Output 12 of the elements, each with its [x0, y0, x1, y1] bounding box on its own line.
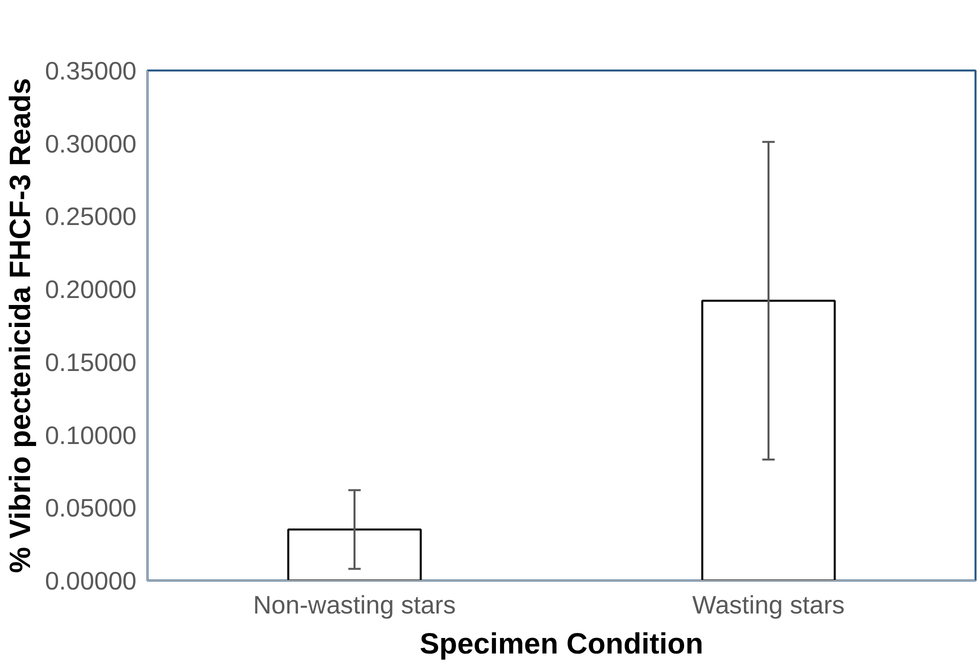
y-tick-label: 0.10000 — [44, 422, 137, 450]
y-tick-label: 0.20000 — [44, 276, 137, 304]
y-tick-label: 0.00000 — [44, 568, 137, 596]
x-tick-label: Wasting stars — [692, 592, 845, 620]
y-axis-title: % Vibrio pectenicida FHCF-3 Reads — [4, 78, 37, 573]
x-tick-label: Non-wasting stars — [253, 592, 456, 620]
y-tick-label: 0.35000 — [44, 58, 137, 86]
x-axis-title: Specimen Condition — [420, 628, 704, 660]
y-tick-label: 0.30000 — [44, 130, 137, 158]
y-tick-label: 0.25000 — [44, 203, 137, 232]
y-tick-label: 0.15000 — [44, 348, 137, 377]
y-tick-label: 0.05000 — [44, 494, 137, 523]
